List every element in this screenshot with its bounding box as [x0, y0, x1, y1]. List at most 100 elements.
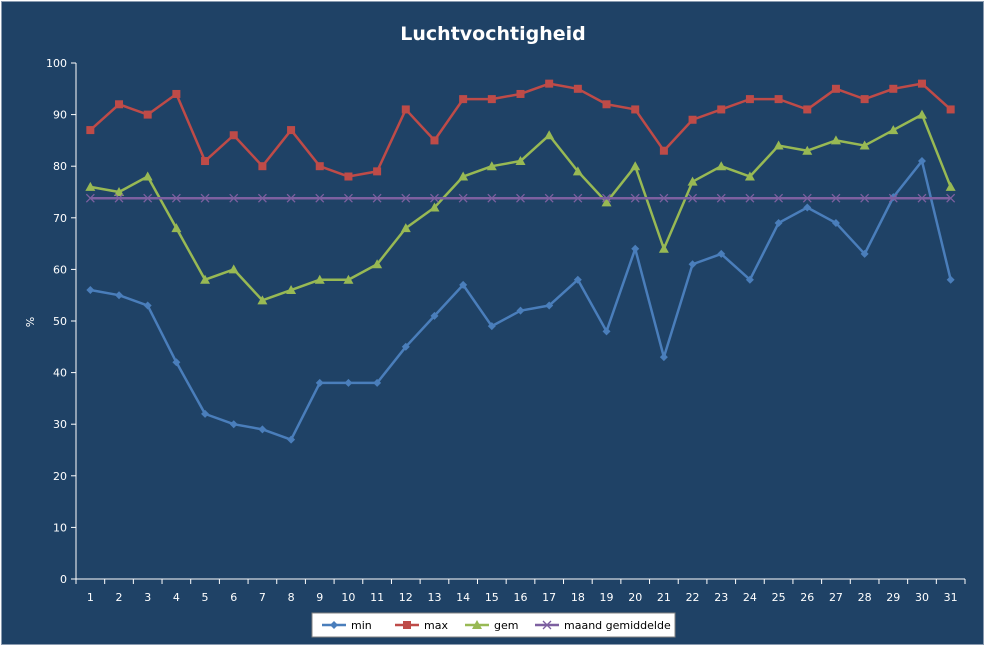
- x-tick-label: 13: [427, 591, 441, 604]
- data-point-gem: [286, 285, 297, 295]
- data-point-min: [545, 301, 554, 310]
- data-point-gem: [343, 274, 354, 284]
- data-point-gem: [142, 171, 153, 181]
- data-point-max: [774, 95, 783, 104]
- x-tick-label: 12: [399, 591, 413, 604]
- data-point-maand-gemiddelde: [430, 193, 439, 203]
- data-point-min: [459, 280, 468, 289]
- data-point-max: [401, 105, 410, 114]
- x-tick-label: 18: [571, 591, 585, 604]
- data-point-min: [602, 327, 611, 336]
- data-point-maand-gemiddelde: [200, 193, 210, 203]
- x-tick-label: 1: [87, 591, 94, 604]
- data-point-min: [573, 275, 582, 284]
- data-point-maand-gemiddelde: [659, 193, 669, 203]
- x-tick-label: 24: [743, 591, 757, 604]
- data-point-gem: [228, 264, 239, 274]
- x-tick-label: 9: [316, 591, 323, 604]
- data-point-gem: [114, 187, 125, 196]
- legend: min max gem maand gemiddelde: [311, 612, 676, 638]
- data-point-min: [717, 249, 726, 258]
- data-point-maand-gemiddelde: [401, 193, 411, 203]
- data-point-min: [860, 249, 869, 258]
- data-point-max: [487, 95, 496, 104]
- legend-marker-gem: [472, 620, 482, 629]
- data-point-min: [745, 275, 754, 284]
- data-point-maand-gemiddelde: [860, 193, 870, 203]
- data-point-maand-gemiddelde: [458, 193, 468, 203]
- data-point-min: [831, 218, 840, 227]
- x-tick-label: 17: [542, 591, 556, 604]
- data-point-min: [401, 342, 410, 351]
- data-point-min: [115, 291, 124, 300]
- data-point-min: [172, 358, 181, 367]
- data-point-maand-gemiddelde: [802, 193, 812, 203]
- data-point-gem: [658, 243, 669, 253]
- data-point-max: [803, 105, 812, 114]
- data-point-gem: [830, 135, 841, 145]
- data-point-gem: [630, 161, 641, 171]
- y-tick-label: 90: [53, 109, 67, 122]
- data-point-gem: [716, 161, 727, 171]
- data-point-gem: [372, 259, 383, 269]
- data-point-maand-gemiddelde: [831, 193, 841, 203]
- data-point-min: [143, 301, 152, 310]
- data-point-gem: [458, 171, 469, 181]
- data-point-max: [258, 162, 267, 171]
- legend-label-gem: gem: [494, 619, 518, 632]
- x-tick-label: 20: [628, 591, 642, 604]
- x-tick-label: 25: [772, 591, 786, 604]
- x-tick-label: 29: [886, 591, 900, 604]
- data-point-maand-gemiddelde: [286, 193, 296, 203]
- legend-marker-maand-gemiddelde: [542, 620, 552, 630]
- data-point-maand-gemiddelde: [602, 193, 611, 203]
- legend-marker-max: [403, 621, 411, 629]
- data-point-gem: [601, 197, 612, 207]
- x-tick-label: 28: [858, 591, 872, 604]
- legend-box: [311, 612, 676, 638]
- x-tick-label: 14: [456, 591, 470, 604]
- x-tick-label: 4: [173, 591, 180, 604]
- y-tick-label: 50: [53, 315, 67, 328]
- data-point-gem: [945, 181, 956, 191]
- data-point-max: [717, 105, 726, 114]
- data-point-min: [86, 286, 95, 295]
- legend-label-max: max: [424, 619, 448, 632]
- data-point-max: [373, 167, 382, 176]
- data-point-maand-gemiddelde: [85, 193, 95, 203]
- y-tick-label: 40: [53, 367, 67, 380]
- x-tick-label: 11: [370, 591, 384, 604]
- data-point-min: [659, 353, 668, 362]
- data-point-maand-gemiddelde: [745, 193, 755, 203]
- data-point-min: [487, 322, 496, 331]
- data-point-max: [115, 100, 124, 109]
- data-point-min: [373, 378, 382, 387]
- data-point-min: [803, 203, 812, 212]
- data-point-maand-gemiddelde: [229, 193, 239, 203]
- data-point-max: [287, 126, 296, 135]
- data-point-max: [631, 105, 640, 114]
- data-point-maand-gemiddelde: [630, 193, 640, 203]
- legend-label-min: min: [351, 619, 372, 632]
- x-tick-label: 8: [288, 591, 295, 604]
- data-point-max: [229, 131, 238, 140]
- y-tick-label: 0: [60, 573, 67, 586]
- data-point-min: [201, 409, 210, 418]
- data-point-max: [946, 105, 955, 114]
- data-point-max: [889, 84, 898, 93]
- data-point-maand-gemiddelde: [343, 193, 353, 203]
- data-point-gem: [773, 140, 784, 150]
- series-line-gem: [90, 113, 952, 302]
- data-point-min: [774, 218, 783, 227]
- data-point-max: [545, 79, 554, 88]
- data-point-max: [602, 100, 611, 109]
- data-point-min: [258, 425, 267, 434]
- data-point-gem: [486, 161, 497, 171]
- legend-marker-min: [330, 621, 338, 629]
- x-tick-label: 2: [116, 591, 123, 604]
- data-point-maand-gemiddelde: [315, 193, 325, 203]
- data-point-maand-gemiddelde: [372, 193, 382, 203]
